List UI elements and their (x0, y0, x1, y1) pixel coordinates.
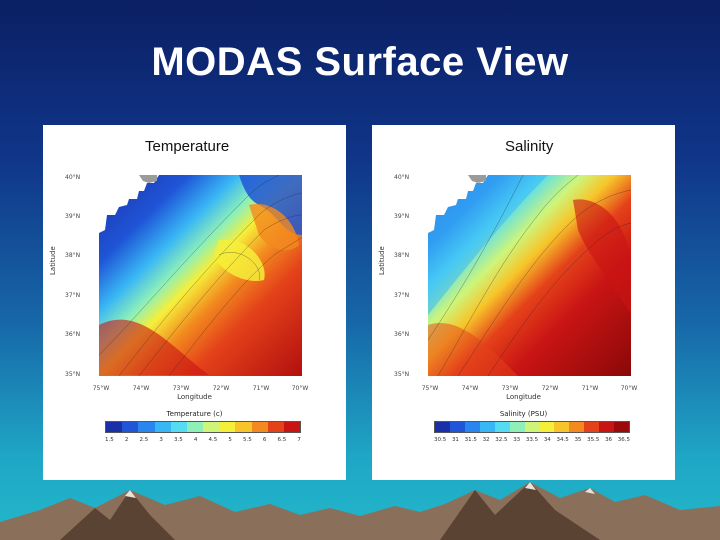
colorbar-tick: 5 (228, 437, 232, 443)
lon-tick: 70°W (620, 385, 638, 392)
colorbar-label: Salinity (PSU) (499, 410, 548, 418)
lon-tick: 74°W (132, 385, 150, 392)
salinity-panel: Salinity (372, 125, 675, 480)
colorbar-tick: 1.5 (105, 437, 114, 443)
colorbar-tick: 32.5 (495, 437, 508, 443)
lat-tick: 37°N (394, 292, 410, 299)
colorbar-ticks: 1.5 2 2.5 3 3.5 4 4.5 5 5.5 6 6.5 7 (105, 437, 301, 443)
colorbar-tick: 36 (605, 437, 613, 443)
colorbar-tick: 7 (297, 437, 301, 443)
colorbar-tick: 6 (262, 437, 267, 443)
colorbar-tick: 33.5 (525, 437, 539, 443)
y-axis-label: Latitude (378, 246, 386, 275)
colorbar-tick: 32 (482, 437, 490, 443)
lat-tick: 38°N (394, 252, 410, 259)
lat-tick: 38°N (65, 252, 81, 259)
slide-title: MODAS Surface View (151, 40, 569, 84)
lon-tick: 70°W (291, 385, 309, 392)
colorbar-tick: 34 (543, 437, 551, 443)
mountain-range-decoration (0, 482, 720, 540)
colorbar-tick: 2.5 (139, 437, 149, 443)
colorbar-tick: 33 (513, 437, 521, 443)
lon-tick: 73°W (501, 385, 519, 392)
lon-tick: 71°W (581, 385, 599, 392)
salinity-map (428, 175, 631, 376)
salinity-colorbar (434, 421, 630, 433)
x-axis-label: Longitude (506, 393, 541, 401)
temperature-field (99, 175, 302, 376)
lat-tick: 36°N (394, 331, 410, 338)
colorbar-label: Temperature (c) (166, 410, 223, 418)
colorbar-tick: 5.5 (243, 437, 252, 443)
lon-tick: 75°W (421, 385, 439, 392)
colorbar-tick: 35.5 (587, 437, 600, 443)
colorbar-tick: 2 (124, 437, 129, 443)
colorbar-tick: 4.5 (208, 437, 218, 443)
colorbar-ticks: 30.5 31 31.5 32 32.5 33 33.5 34 34.5 35 … (434, 437, 630, 443)
colorbar-tick: 4 (193, 437, 198, 443)
lat-tick: 35°N (394, 371, 410, 378)
lon-tick: 74°W (461, 385, 479, 392)
temperature-panel: Temperature (43, 125, 346, 480)
lat-tick: 36°N (65, 331, 81, 338)
lon-tick: 75°W (92, 385, 110, 392)
lat-tick: 39°N (394, 213, 410, 220)
colorbar-tick: 6.5 (277, 437, 287, 443)
colorbar-tick: 3.5 (174, 437, 183, 443)
colorbar-tick: 31 (451, 437, 459, 443)
x-axis-label: Longitude (177, 393, 212, 401)
colorbar-tick: 31.5 (464, 437, 477, 443)
colorbar-tick: 35 (574, 437, 582, 443)
lat-tick: 40°N (65, 174, 81, 181)
lat-tick: 35°N (65, 371, 81, 378)
lat-tick: 39°N (65, 213, 81, 220)
salinity-title: Salinity (505, 138, 554, 155)
colorbar-tick: 30.5 (434, 437, 447, 443)
colorbar-tick: 34.5 (556, 437, 569, 443)
colorbar-tick: 3 (159, 437, 163, 443)
lon-tick: 72°W (212, 385, 230, 392)
lat-tick: 37°N (65, 292, 81, 299)
lat-tick: 40°N (394, 174, 410, 181)
colorbar-tick: 36.5 (617, 437, 630, 443)
salinity-field (428, 175, 631, 376)
lon-tick: 71°W (252, 385, 270, 392)
lon-tick: 73°W (172, 385, 190, 392)
temperature-title: Temperature (145, 138, 230, 155)
temperature-colorbar (105, 421, 301, 433)
y-axis-label: Latitude (49, 246, 57, 275)
lon-tick: 72°W (541, 385, 559, 392)
temperature-map (99, 175, 302, 376)
